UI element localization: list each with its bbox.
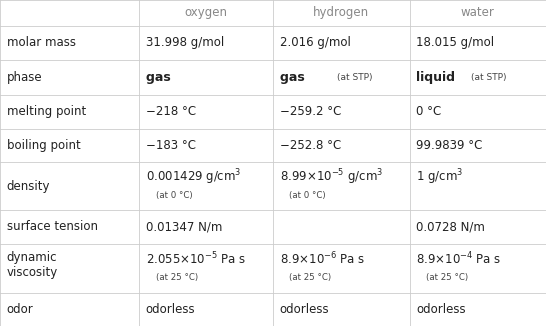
Text: odorless: odorless	[416, 303, 466, 316]
Text: (at STP): (at STP)	[471, 73, 507, 82]
Text: (at STP): (at STP)	[337, 73, 373, 82]
Text: (at 0 °C): (at 0 °C)	[156, 191, 192, 200]
Text: 0 °C: 0 °C	[416, 105, 441, 118]
Text: 0.0728 N/m: 0.0728 N/m	[416, 220, 485, 233]
Text: odorless: odorless	[280, 303, 329, 316]
Text: phase: phase	[7, 71, 42, 84]
Text: −252.8 °C: −252.8 °C	[280, 139, 341, 152]
Text: (at 0 °C): (at 0 °C)	[289, 191, 326, 200]
Text: 2.016 g/mol: 2.016 g/mol	[280, 36, 351, 49]
Text: 99.9839 °C: 99.9839 °C	[416, 139, 483, 152]
Text: gas: gas	[146, 71, 175, 84]
Text: 18.015 g/mol: 18.015 g/mol	[416, 36, 494, 49]
Text: 31.998 g/mol: 31.998 g/mol	[146, 36, 224, 49]
Text: hydrogen: hydrogen	[313, 7, 369, 20]
Text: −183 °C: −183 °C	[146, 139, 196, 152]
Text: 2.055$\times$10$^{-5}$ Pa s: 2.055$\times$10$^{-5}$ Pa s	[146, 250, 246, 267]
Text: melting point: melting point	[7, 105, 86, 118]
Text: 1 g/cm$^3$: 1 g/cm$^3$	[416, 168, 463, 187]
Text: gas: gas	[280, 71, 308, 84]
Text: liquid: liquid	[416, 71, 459, 84]
Text: (at 25 °C): (at 25 °C)	[156, 273, 198, 282]
Text: 8.9$\times$10$^{-4}$ Pa s: 8.9$\times$10$^{-4}$ Pa s	[416, 250, 501, 267]
Text: molar mass: molar mass	[7, 36, 75, 49]
Text: water: water	[461, 7, 495, 20]
Text: boiling point: boiling point	[7, 139, 80, 152]
Text: 8.99$\times$10$^{-5}$ g/cm$^3$: 8.99$\times$10$^{-5}$ g/cm$^3$	[280, 168, 383, 187]
Text: dynamic: dynamic	[7, 251, 57, 264]
Text: 0.001429 g/cm$^3$: 0.001429 g/cm$^3$	[146, 168, 241, 187]
Text: (at 25 °C): (at 25 °C)	[289, 273, 331, 282]
Text: (at 25 °C): (at 25 °C)	[426, 273, 468, 282]
Text: −218 °C: −218 °C	[146, 105, 196, 118]
Text: 8.9$\times$10$^{-6}$ Pa s: 8.9$\times$10$^{-6}$ Pa s	[280, 250, 365, 267]
Text: surface tension: surface tension	[7, 220, 98, 233]
Text: oxygen: oxygen	[185, 7, 228, 20]
Text: −259.2 °C: −259.2 °C	[280, 105, 341, 118]
Text: density: density	[7, 180, 50, 193]
Text: 0.01347 N/m: 0.01347 N/m	[146, 220, 222, 233]
Text: odor: odor	[7, 303, 33, 316]
Text: viscosity: viscosity	[7, 266, 58, 279]
Text: odorless: odorless	[146, 303, 195, 316]
